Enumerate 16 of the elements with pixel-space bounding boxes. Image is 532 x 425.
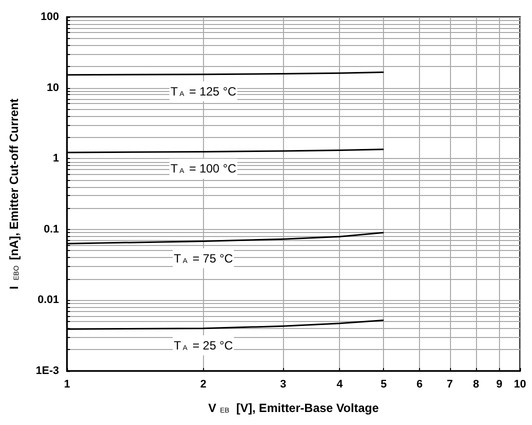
x-tick-label: 7 bbox=[446, 378, 453, 390]
y-tick-label: 1 bbox=[52, 152, 59, 165]
x-tick-label: 10 bbox=[514, 378, 526, 390]
y-tick-label: 1E-3 bbox=[36, 365, 59, 377]
x-tick-label: 5 bbox=[380, 378, 387, 390]
x-tick-label: 8 bbox=[473, 378, 480, 390]
x-tick-label: 1 bbox=[64, 378, 70, 390]
y-tick-label: 0.01 bbox=[38, 294, 59, 306]
y-tick-label: 100 bbox=[40, 11, 59, 23]
y-tick-label: 0.1 bbox=[44, 223, 59, 236]
x-tick-label: 3 bbox=[280, 378, 286, 390]
x-tick-label: 4 bbox=[336, 378, 344, 390]
x-tick-label: 6 bbox=[416, 378, 423, 390]
x-tick-label: 9 bbox=[496, 378, 502, 390]
y-tick-label: 10 bbox=[46, 82, 59, 94]
x-tick-label: 2 bbox=[200, 378, 206, 390]
